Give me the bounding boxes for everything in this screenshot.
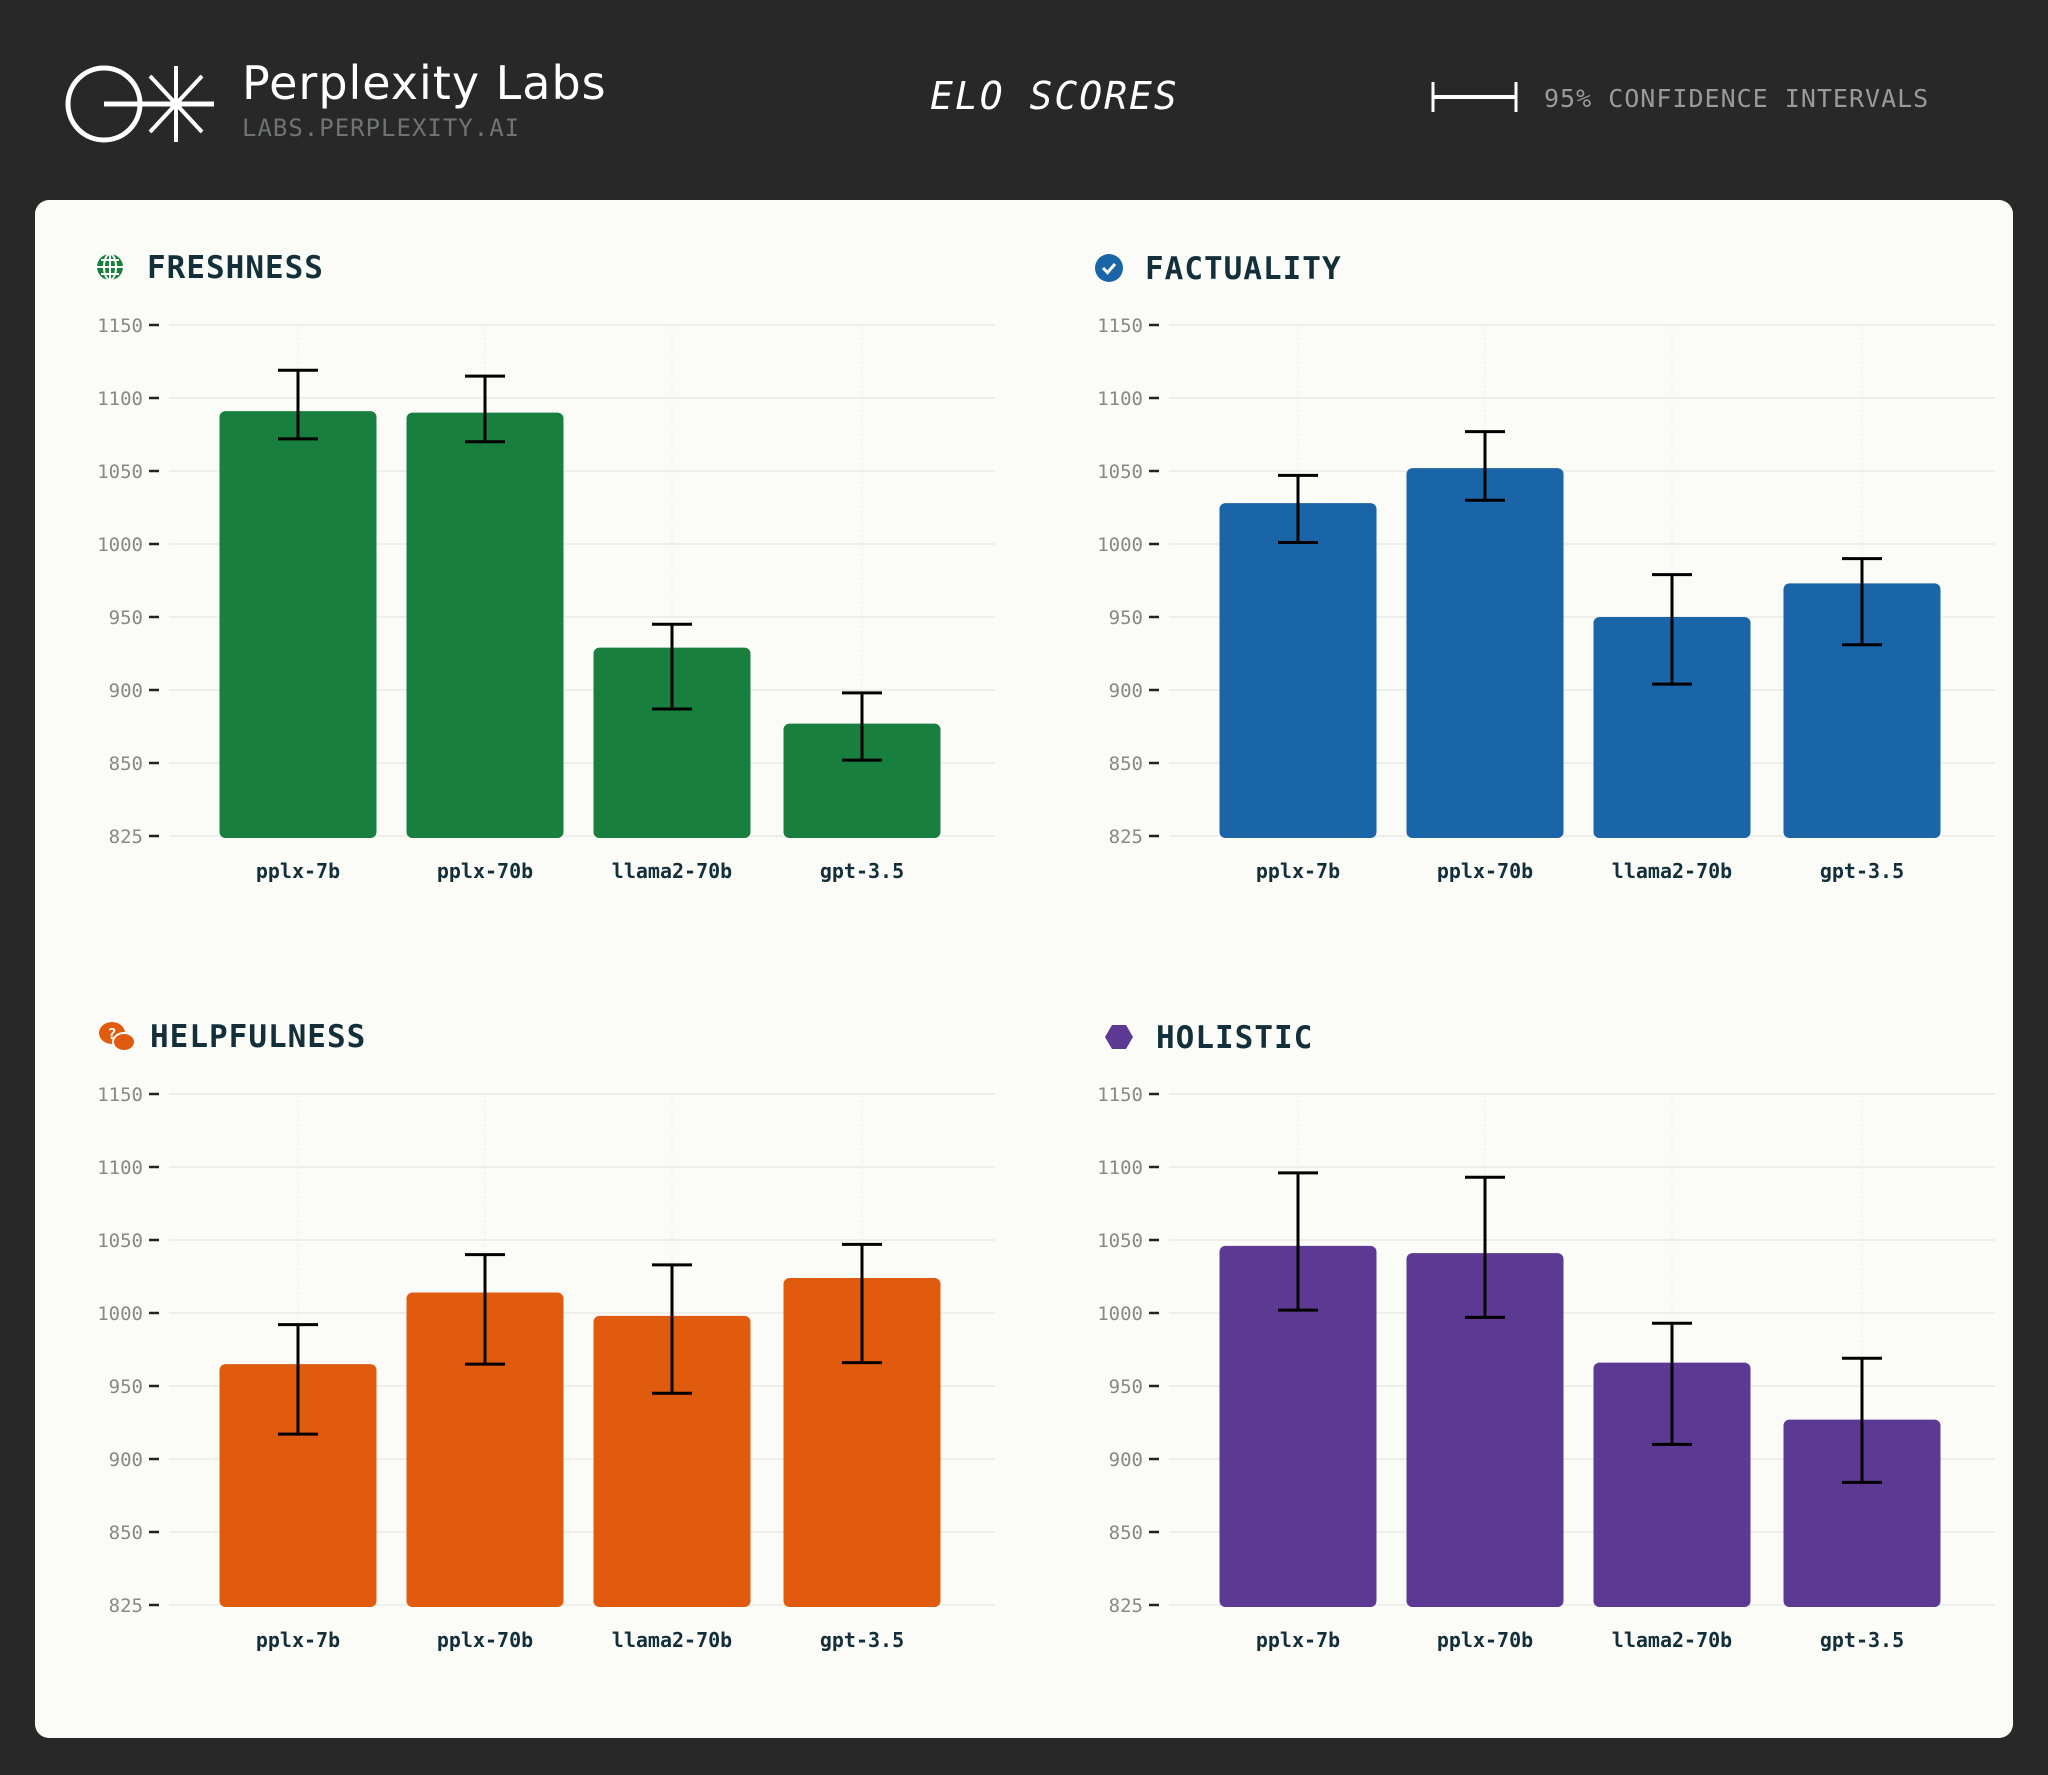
bar: [1219, 1245, 1377, 1607]
x-tick-label: llama2-70b: [612, 859, 732, 883]
bar: [1219, 503, 1377, 838]
bar: [1783, 583, 1941, 838]
y-tick-label: 825: [109, 826, 143, 848]
chat-bubbles-icon: ?: [99, 1022, 136, 1052]
legend-label: 95% CONFIDENCE INTERVALS: [1544, 84, 1930, 113]
x-tick-label: gpt-3.5: [1820, 1628, 1904, 1652]
x-tick-label: pplx-7b: [256, 859, 340, 883]
y-tick-label: 1050: [1097, 1230, 1143, 1252]
bar: [406, 1292, 564, 1607]
y-tick-label: 950: [109, 607, 143, 629]
y-tick-label: 950: [1109, 1376, 1143, 1398]
bar: [593, 647, 751, 838]
x-tick-label: pplx-70b: [1437, 1628, 1533, 1652]
bar: [219, 1364, 377, 1607]
confidence-interval-icon: [1431, 82, 1518, 112]
y-tick-label: 1150: [1097, 315, 1143, 337]
y-tick-label: 1150: [97, 315, 143, 337]
holistic-chart: 1150 1100 1050 1000 950 900 850 825 pplx-7b pplx-…: [1097, 1084, 1995, 1652]
factuality-chart: 1150 1100 1050 1000 950 900 850 825 pplx-7b pplx-…: [1097, 315, 1995, 883]
panel-title: HOLISTIC: [1156, 1020, 1314, 1056]
x-tick-label: pplx-7b: [256, 1628, 340, 1652]
x-tick-label: llama2-70b: [1612, 859, 1732, 883]
y-tick-label: 900: [1109, 680, 1143, 702]
y-tick-label: 900: [109, 1449, 143, 1471]
y-tick-label: 825: [109, 1595, 143, 1617]
bar: [1593, 617, 1751, 838]
perplexity-logo: [65, 65, 214, 143]
y-tick-label: 825: [1109, 826, 1143, 848]
x-tick-label: gpt-3.5: [1820, 859, 1904, 883]
y-tick-label: 1150: [1097, 1084, 1143, 1106]
y-tick-label: 1100: [1097, 388, 1143, 410]
x-tick-label: gpt-3.5: [820, 859, 904, 883]
brand-title: Perplexity Labs: [242, 56, 607, 110]
brand-subtitle: LABS.PERPLEXITY.AI: [242, 114, 521, 142]
bar: [219, 411, 377, 838]
panel-title: FRESHNESS: [147, 250, 324, 286]
y-tick-label: 900: [109, 680, 143, 702]
x-tick-label: pplx-70b: [437, 1628, 533, 1652]
x-tick-label: llama2-70b: [1612, 1628, 1732, 1652]
panel-title: HELPFULNESS: [150, 1019, 367, 1055]
bar: [1593, 1362, 1751, 1607]
x-tick-label: pplx-70b: [1437, 859, 1533, 883]
y-tick-label: 1050: [1097, 461, 1143, 483]
freshness-chart: 1150 1100 1050 1000 950 900 850 825 pplx-7b pplx-…: [97, 315, 995, 883]
x-tick-label: pplx-7b: [1256, 1628, 1340, 1652]
y-tick-label: 1100: [1097, 1157, 1143, 1179]
x-tick-label: llama2-70b: [612, 1628, 732, 1652]
y-tick-label: 1050: [97, 461, 143, 483]
y-tick-label: 900: [1109, 1449, 1143, 1471]
globe-icon: [97, 253, 123, 281]
svg-text:?: ?: [107, 1025, 116, 1043]
helpfulness-chart: 1150 1100 1050 1000 950 900 850 825 pplx-7b pplx-…: [97, 1084, 995, 1652]
x-tick-label: pplx-7b: [1256, 859, 1340, 883]
y-tick-label: 1050: [97, 1230, 143, 1252]
hexagon-icon: [1105, 1025, 1133, 1049]
y-tick-label: 1100: [97, 388, 143, 410]
bar: [593, 1315, 751, 1607]
bar: [406, 412, 564, 838]
y-tick-label: 825: [1109, 1595, 1143, 1617]
y-tick-label: 1000: [1097, 534, 1143, 556]
bar: [1406, 468, 1564, 838]
page-title: ELO SCORES: [930, 74, 1179, 118]
y-tick-label: 1100: [97, 1157, 143, 1179]
y-tick-label: 1000: [1097, 1303, 1143, 1325]
y-tick-label: 1000: [97, 1303, 143, 1325]
y-tick-label: 850: [109, 1522, 143, 1544]
panel-title: FACTUALITY: [1145, 251, 1342, 287]
y-tick-label: 950: [109, 1376, 143, 1398]
y-tick-label: 850: [109, 753, 143, 775]
bar: [783, 723, 941, 838]
bar: [783, 1277, 941, 1607]
y-tick-label: 950: [1109, 607, 1143, 629]
y-tick-label: 850: [1109, 1522, 1143, 1544]
check-circle-icon: [1095, 254, 1123, 282]
x-tick-label: gpt-3.5: [820, 1628, 904, 1652]
bar: [1406, 1253, 1564, 1607]
y-tick-label: 1150: [97, 1084, 143, 1106]
x-tick-label: pplx-70b: [437, 859, 533, 883]
y-tick-label: 850: [1109, 753, 1143, 775]
bar: [1783, 1419, 1941, 1607]
y-tick-label: 1000: [97, 534, 143, 556]
